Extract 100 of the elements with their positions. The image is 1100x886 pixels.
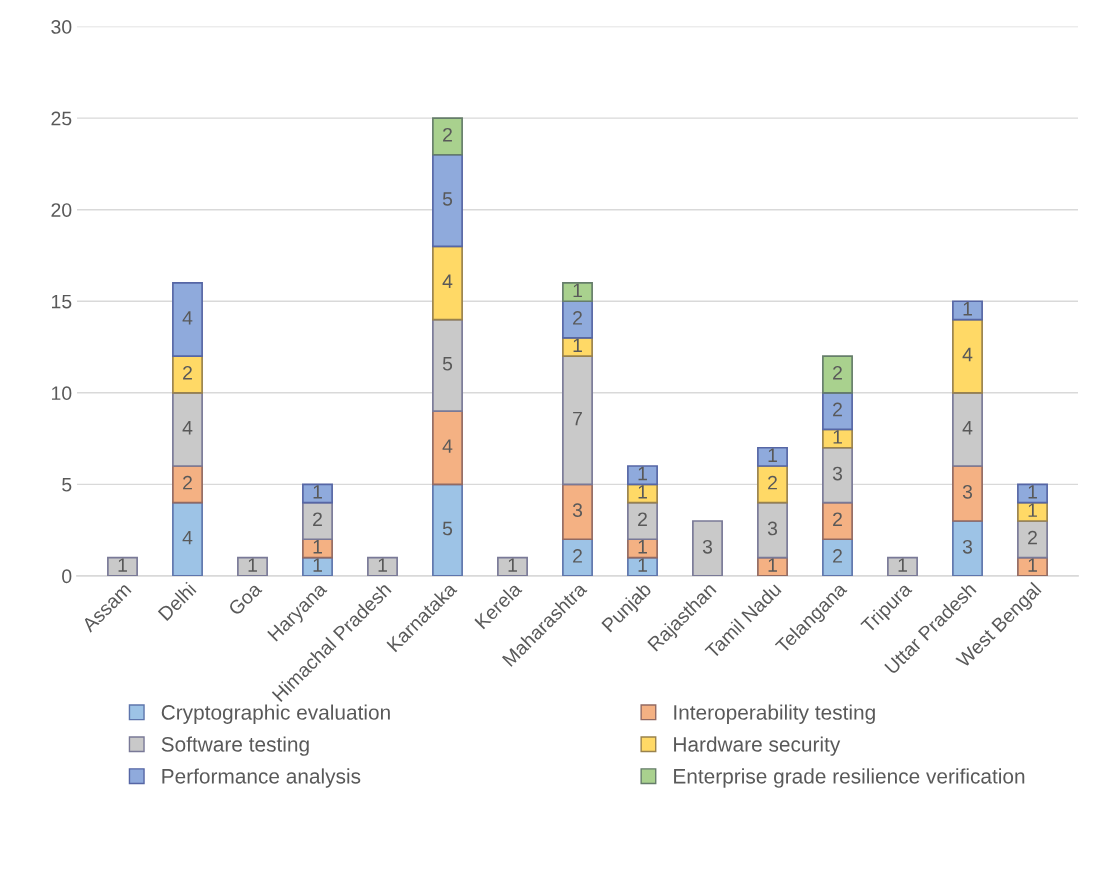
bar — [562, 538, 593, 576]
bar — [822, 391, 853, 431]
bar — [497, 556, 528, 576]
data-label: 4 — [962, 421, 973, 435]
data-label: 4 — [962, 347, 973, 362]
bar — [562, 355, 593, 486]
data-label: 4 — [182, 421, 193, 435]
data-label: 1 — [573, 283, 582, 298]
bar — [562, 300, 593, 339]
data-label: 2 — [313, 512, 322, 526]
data-label: 7 — [573, 411, 582, 426]
bar — [952, 465, 983, 522]
data-label: 2 — [833, 365, 842, 380]
x-tick-label: Goa — [227, 581, 263, 617]
data-label: 1 — [118, 558, 127, 572]
data-label: 1 — [573, 338, 582, 353]
data-label: 2 — [768, 475, 777, 490]
bar — [952, 318, 983, 394]
bar — [237, 556, 268, 576]
data-label: 3 — [572, 503, 583, 518]
bar — [432, 318, 463, 412]
data-label: 4 — [182, 530, 193, 545]
legend-label: Hardware security — [674, 736, 841, 756]
bar — [432, 245, 463, 321]
data-label: 2 — [833, 402, 842, 417]
data-label: 1 — [963, 302, 972, 316]
data-label: 2 — [833, 549, 842, 563]
data-label: 2 — [1028, 530, 1037, 545]
data-label: 1 — [898, 558, 907, 572]
data-label: 2 — [183, 475, 192, 490]
data-label: 1 — [768, 448, 777, 462]
bar — [172, 465, 203, 504]
data-label: 1 — [638, 485, 647, 499]
y-tick-label: 30 — [51, 20, 72, 34]
bar — [627, 501, 658, 541]
data-label: 1 — [638, 466, 647, 481]
data-label: 1 — [378, 558, 387, 572]
data-label: 1 — [638, 540, 647, 554]
data-label: 1 — [248, 558, 257, 572]
data-label: 1 — [1028, 503, 1037, 517]
data-label: 2 — [573, 311, 582, 325]
data-label: 3 — [767, 521, 778, 536]
bar — [172, 501, 203, 576]
bar — [172, 391, 203, 467]
bar — [757, 446, 788, 467]
y-tick-label: 25 — [51, 111, 72, 126]
legend-label: Interoperability testing — [674, 704, 875, 724]
bar — [562, 282, 593, 303]
data-label: 1 — [833, 430, 842, 444]
bar — [627, 465, 658, 486]
bar — [822, 538, 853, 576]
data-label: 5 — [442, 521, 453, 536]
bar — [432, 153, 463, 248]
y-tick-label: 0 — [62, 569, 72, 584]
bar — [952, 391, 983, 467]
y-tick-label: 15 — [52, 294, 72, 309]
data-label: 2 — [183, 365, 192, 380]
y-tick-label: 20 — [51, 203, 72, 217]
data-label: 1 — [508, 558, 517, 572]
data-label: 2 — [638, 512, 647, 526]
data-label: 1 — [1028, 558, 1037, 572]
data-label: 1 — [1028, 485, 1037, 499]
bar — [432, 117, 463, 156]
data-label: 3 — [832, 466, 843, 481]
y-tick-label: 5 — [62, 478, 72, 492]
bar — [952, 520, 983, 576]
legend-label: Software testing — [161, 736, 309, 756]
data-label: 3 — [962, 539, 973, 554]
bar — [172, 282, 203, 358]
data-label: 3 — [702, 539, 713, 554]
bar — [367, 556, 398, 576]
data-label: 2 — [573, 549, 582, 563]
bar — [692, 520, 723, 576]
y-tick-label: 10 — [52, 386, 72, 401]
data-label: 5 — [442, 192, 453, 206]
data-label: 1 — [638, 558, 647, 572]
data-label: 2 — [833, 512, 842, 526]
bar — [757, 501, 788, 559]
bar — [432, 410, 463, 486]
data-label: 1 — [313, 540, 322, 554]
bar — [952, 300, 983, 321]
data-label: 4 — [182, 311, 193, 325]
bar — [822, 355, 853, 394]
bar — [757, 465, 788, 504]
legend-label: Enterprise grade resilience verification — [674, 768, 1025, 788]
bar — [172, 355, 203, 394]
data-label: 4 — [442, 439, 453, 453]
data-label: 1 — [768, 558, 777, 572]
bar — [302, 501, 333, 541]
data-label: 4 — [442, 274, 453, 288]
bar — [432, 483, 463, 576]
data-label: 2 — [443, 127, 452, 142]
bar — [1017, 520, 1048, 559]
bar — [887, 556, 918, 576]
data-label: 1 — [313, 485, 322, 499]
bar — [822, 446, 853, 504]
legend-label: Cryptographic evaluation — [161, 704, 390, 724]
bar — [562, 483, 593, 541]
bar — [822, 501, 853, 541]
data-label: 3 — [962, 484, 973, 499]
